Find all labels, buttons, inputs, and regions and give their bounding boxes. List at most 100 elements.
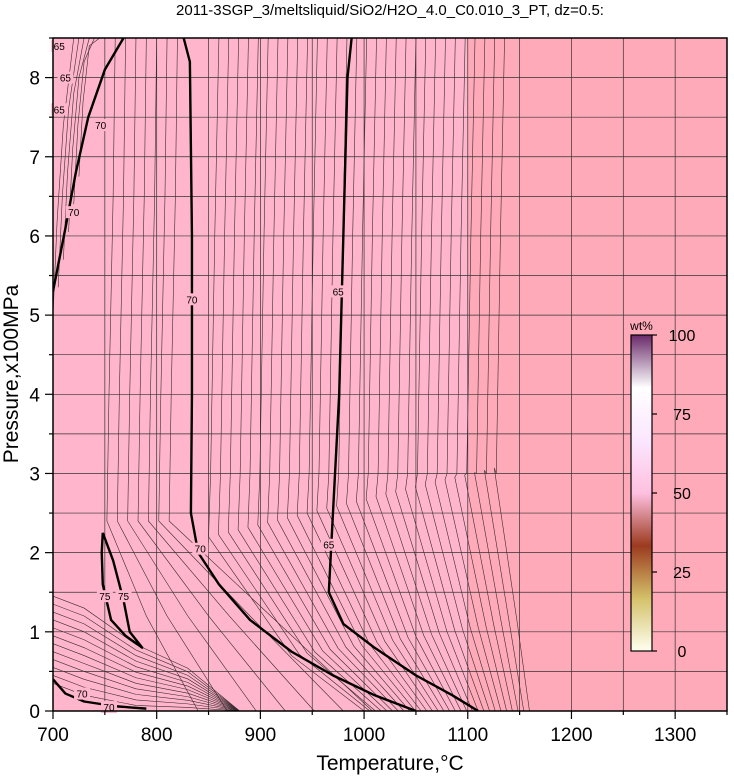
x-axis: 700 800 900 1000 1100 1200 1300 [37,711,728,746]
thin-isopleth [63,38,85,260]
colorbar-unit: wt% [629,319,653,333]
contour-label: 70 [195,545,207,556]
contour-label-bg [320,538,337,551]
plot-frame [52,37,728,712]
x-tick-label: 1000 [343,725,385,746]
thin-isopleth [464,38,513,711]
y-tick-label: 0 [29,702,40,723]
contour-label-bg [51,39,68,52]
thin-isopleth [454,38,507,711]
isopleth-70 [53,38,125,292]
x-tick-label: 1100 [447,725,488,746]
thin-isopleth [78,38,100,177]
y-tick-label: 8 [29,69,40,90]
contour-label: 70 [76,690,88,701]
y-tick-label: 3 [29,464,40,485]
plot-area: 65 65 65 70 70 70 70 65 65 75 75 70 70 [51,37,728,714]
thin-isopleth [53,603,240,711]
x-axis-label: Temperature,°C [316,752,463,775]
x-tick-label: 800 [141,725,173,746]
colorbar-ticks: 0 25 50 75 100 [652,328,695,661]
thin-isopleth [287,38,410,711]
contour-label-bg [51,103,68,116]
isopleth-70 [53,678,147,710]
contour-label-bg [115,590,132,603]
contour-label-bg [330,285,347,298]
contour-label: 70 [103,703,115,714]
thin-isopleth [484,38,525,711]
contour-label-bg [96,590,113,603]
thin-isopleth [355,38,450,711]
contour-label: 75 [118,592,130,603]
high-temperature-region-fill [467,38,727,711]
contour-label: 65 [54,42,66,53]
contour-label-bg [65,206,82,219]
thin-isopleth [365,38,456,711]
thin-isopleth [208,38,365,711]
y-tick-label: 7 [29,148,40,169]
thin-isopleth [424,38,490,711]
colorbar-tick-label: 50 [673,486,691,503]
thin-isopleth [53,611,240,711]
contour-label-bg [92,119,109,132]
thin-isopleth [444,38,502,711]
colorbar: wt% 0 25 50 75 100 [629,319,695,661]
colorbar-tick-label: 75 [673,407,691,424]
contour-label: 65 [323,541,335,552]
contour-label-bg [192,542,209,555]
contour-label: 65 [54,105,66,116]
contour-label: 65 [333,287,345,298]
x-tick-label: 900 [245,725,277,746]
thin-isopleth [257,38,393,711]
thin-isopleth [385,38,468,711]
thin-isopleth [415,38,485,711]
thin-isopleth [493,38,530,711]
colorbar-tick-label: 25 [673,565,691,582]
y-tick-label: 4 [29,385,40,406]
y-tick-label: 6 [29,227,40,248]
contour-label-bg [57,71,74,84]
contour-label-bg [100,701,117,714]
contour-label: 70 [95,121,107,132]
thin-isopleth [53,675,240,711]
x-tick-label: 700 [37,725,69,746]
contour-label-bg [183,293,200,306]
contour-label: 70 [68,208,80,219]
thin-isopleth [306,38,422,711]
y-tick-label: 2 [29,544,40,565]
colorbar-tick-label: 100 [669,328,696,345]
thin-isopleth [326,38,433,711]
thin-isopleth [247,38,388,711]
thin-isopleth [474,38,519,711]
thin-isopleth [237,38,382,711]
contour-label: 65 [60,74,72,85]
isopleth-70 [182,38,417,711]
y-tick-label: 1 [29,623,40,644]
thin-isopleth [53,683,240,711]
contour-labels: 65 65 65 70 70 70 70 65 65 75 75 70 70 [51,39,347,714]
chart-title: 2011-3SGP_3/meltsliquid/SiO2/H2O_4.0_C0.… [176,2,604,19]
thin-isopleth [73,38,95,205]
y-axis: 0 1 2 3 4 5 6 7 8 [29,37,53,723]
y-axis-label: Pressure,x100MPa [0,284,23,463]
thin-isopleth [296,38,416,711]
colorbar-tick-label: 0 [678,644,687,661]
x-tick-label: 1300 [654,725,696,746]
thin-isopleth [346,38,445,711]
contour-label-bg [74,687,91,700]
isopleth-65 [327,38,479,711]
thin-isopleth [395,38,473,711]
thin-isopleth [53,667,240,711]
thin-isopleth [53,651,240,711]
thin-isopleth [434,38,496,711]
contour-label: 70 [186,295,198,306]
thin-isopleth [53,635,240,711]
colorbar-scale [630,334,653,652]
main-isopleths [53,38,479,711]
thin-isopleth [405,38,479,711]
thin-isopleth [277,38,405,711]
thin-isopleth [68,38,90,232]
grid [53,38,727,711]
contour-label: 75 [99,592,111,603]
